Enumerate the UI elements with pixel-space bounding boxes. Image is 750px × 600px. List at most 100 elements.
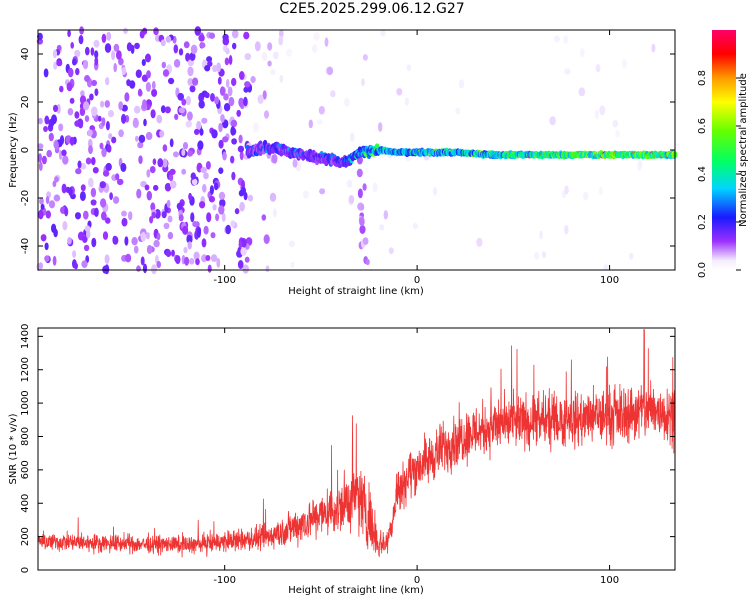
spectrogram-cell [104,100,111,108]
spectrogram-cell [191,178,198,186]
spectrogram-cell [319,188,326,195]
spectrogram-cell [77,160,82,169]
spectrogram-cell [187,59,194,67]
spectrogram-cell [145,53,151,63]
spectrogram-cell [230,220,236,228]
spectrogram-cell [94,88,99,96]
spectrogram-cell [359,216,365,227]
spectrogram-cell [279,74,284,83]
spectrogram-cell [230,119,238,128]
spectrogram-cell [210,93,215,102]
spectrogram-cell [187,150,193,157]
spectrogram-cell [144,184,150,191]
spectrogram-cell [238,134,243,144]
spectrogram-cell [38,153,42,163]
spectrogram-cell [78,35,84,45]
spectrogram-cell [59,85,64,93]
spectrogram-cell [261,214,267,221]
spectrogram-cell [651,43,656,53]
spectrogram-cell [82,59,89,70]
spectrogram-cell [288,240,295,248]
spectrogram-cell [348,194,355,205]
spectrogram-cell [190,212,195,223]
spectrogram-cell [232,42,237,50]
spectrogram-cell [66,82,73,92]
spectrogram-cell [72,250,77,258]
x-tick-label: 100 [600,275,619,286]
spectrogram-cell [227,86,233,97]
spectrogram-cell [219,86,226,96]
y-tick-label: -20 [20,190,31,206]
spectrogram-cell [192,77,199,86]
spectrogram-cell [225,78,230,88]
snr-x-label: Height of straight line (km) [288,585,424,596]
spectrogram-cell [253,122,259,133]
spectrogram-cell [45,196,50,204]
spectrogram-cell [169,180,177,189]
spectrogram-cell [237,145,245,153]
spectrogram-cell [189,258,195,265]
y-tick-label: 0 [20,567,31,573]
spectrogram-cell [185,95,191,106]
y-tick-label: -40 [20,238,31,254]
spectrogram-cell [231,138,238,145]
spectrogram-cell [149,216,154,224]
spectrogram-cell [379,224,385,231]
spectrogram-cell [177,92,184,101]
spectrogram-cell [91,157,96,166]
spectrogram-cell [261,51,268,62]
spectrogram-cell [603,264,609,271]
spectrogram-cell [146,244,153,255]
spectrogram-cell [79,107,86,116]
spectrogram-cell [135,135,139,142]
spectrogram-cell [173,59,181,68]
spectrogram-cell [204,92,210,99]
spectrogram-cell [455,107,461,115]
spectrogram-cell [231,171,236,181]
spectrogram-cell [578,87,586,97]
spectrogram-cell [214,96,220,105]
spectrogram-cell [230,126,236,136]
spectrogram-cell [124,92,130,102]
spectrogram-cell [312,44,318,54]
spectrogram-cell [237,260,244,269]
spectrogram-cell [223,93,229,101]
spectrogram-cell [136,265,141,272]
spectrogram-cell [107,109,115,118]
spectrogram-cell [198,34,205,42]
spectrogram-cell [88,177,94,188]
spectrogram-cell [184,256,190,266]
y-tick-label: 800 [20,427,31,446]
spectrogram-cell [356,168,363,178]
spectrogram-cell [118,101,124,111]
spectrogram-cell [318,105,325,115]
spectrogram-cell [173,44,179,54]
spectrogram-cell [72,58,77,66]
spectrogram-cell [134,42,140,50]
spectrogram-cell [141,59,146,66]
spectrogram-cell [125,253,132,263]
spectrogram-cell [91,237,97,248]
spectrogram-cell [102,170,110,177]
spectrogram-cell [349,132,355,142]
spectrogram-cell [105,217,111,224]
spectrogram-cell [362,54,368,61]
spectrogram-cell [209,32,215,39]
snr-series-line [38,329,675,558]
spectrogram-cell [118,57,124,66]
spectrogram-cell [48,132,54,142]
spectrogram-cell [200,167,207,174]
spectrogram-cell [189,85,196,93]
spectrogram-cell [70,42,74,49]
spectrogram-cell [120,162,127,172]
spectrogram-cell [222,33,229,41]
spectrogram-cell [156,260,161,269]
spectrogram-cell [80,184,86,192]
spectrogram-cell [40,234,47,242]
spectrogram-cell [208,195,215,203]
spectrogram-cell [218,191,226,200]
spectrogram-cell [182,142,189,150]
spectrogram-cell [234,208,240,215]
spectrogram-cell [199,128,204,136]
